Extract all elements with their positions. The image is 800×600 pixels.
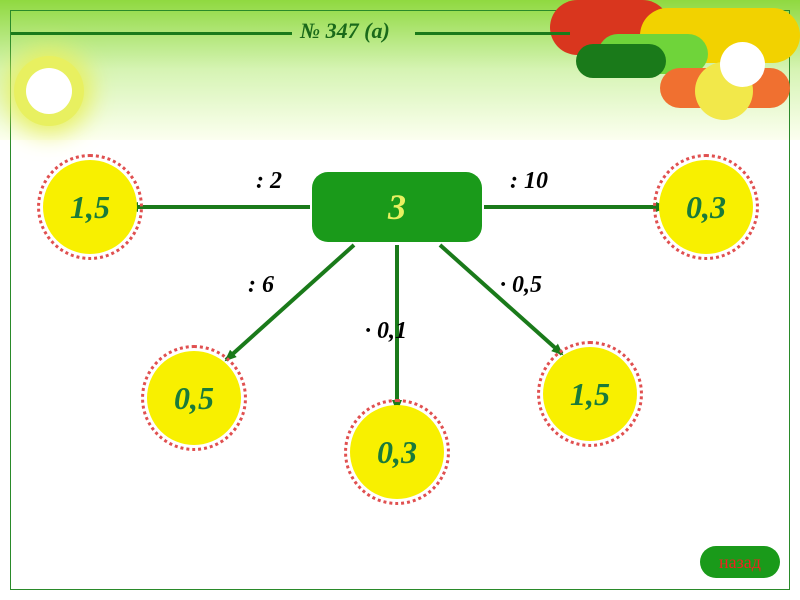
result-value: 1,5: [570, 376, 610, 413]
result-circle-0: 1,5: [43, 160, 137, 254]
decor-circle-8: [26, 68, 72, 114]
result-value: 1,5: [70, 189, 110, 226]
center-value: 3: [388, 186, 406, 228]
exercise-title: № 347 (а): [300, 18, 390, 44]
result-value: 0,3: [377, 434, 417, 471]
result-circle-3: 0,3: [350, 405, 444, 499]
operation-label-4: · 0,5: [500, 272, 542, 299]
center-value-box: 3: [312, 172, 482, 242]
back-button-label: назад: [719, 552, 761, 573]
decor-circle-6: [720, 42, 765, 87]
operation-label-1: : 10: [510, 168, 548, 195]
operation-label-0: : 2: [256, 168, 282, 195]
back-button[interactable]: назад: [700, 546, 780, 578]
operation-label-3: · 0,1: [365, 318, 407, 345]
title-rule-right: [415, 32, 570, 35]
title-rule-left: [11, 32, 292, 35]
operation-label-2: : 6: [248, 272, 274, 299]
result-value: 0,3: [686, 189, 726, 226]
result-circle-1: 0,3: [659, 160, 753, 254]
result-value: 0,5: [174, 380, 214, 417]
decor-pill-3: [576, 44, 666, 78]
result-circle-4: 1,5: [543, 347, 637, 441]
result-circle-2: 0,5: [147, 351, 241, 445]
